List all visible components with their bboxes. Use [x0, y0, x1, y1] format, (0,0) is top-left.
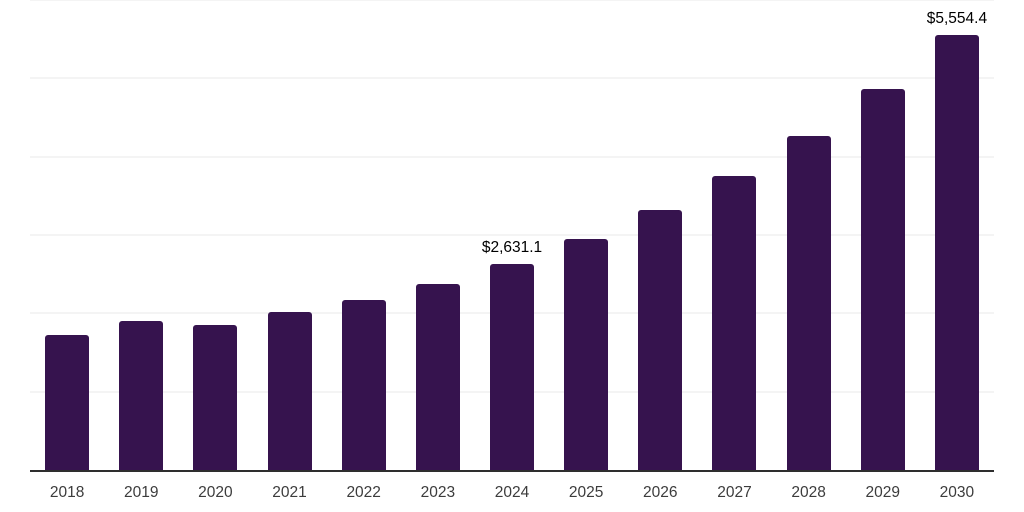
bar-2022 — [341, 300, 386, 470]
x-tick-label-2020: 2020 — [198, 484, 233, 501]
gridline — [30, 0, 994, 1]
bar-value-label-2030: $5,554.4 — [926, 9, 988, 27]
gridline — [30, 155, 994, 158]
gridline — [30, 234, 994, 236]
bar-value-label-2024: $2,631.1 — [481, 238, 543, 256]
x-tick-label-2028: 2028 — [791, 484, 826, 501]
x-tick-label-2025: 2025 — [568, 484, 604, 501]
gridline — [30, 77, 994, 80]
x-tick-label-2023: 2023 — [420, 484, 456, 501]
bar-2023 — [415, 283, 460, 470]
bar-2026 — [638, 209, 683, 470]
x-tick-label-2019: 2019 — [123, 484, 159, 501]
plot-area: $2,631.1 $5,554.4 — [30, 0, 994, 470]
bar-2029 — [860, 89, 905, 470]
x-tick-label-2021: 2021 — [272, 484, 307, 501]
bar-2028 — [786, 135, 831, 470]
x-axis-line — [30, 470, 994, 472]
x-tick-label-2026: 2026 — [643, 484, 678, 501]
bar-2025 — [564, 238, 609, 470]
x-tick-label-2030: 2030 — [939, 484, 975, 501]
x-tick-label-2018: 2018 — [49, 484, 85, 501]
bar-2021 — [267, 311, 312, 470]
x-tick-label-2024: 2024 — [494, 484, 530, 501]
bar-2030 — [934, 34, 979, 470]
x-tick-label-2029: 2029 — [865, 484, 900, 501]
bar-2024 — [490, 263, 534, 470]
bar-2027 — [712, 176, 757, 470]
bar-2020 — [193, 325, 238, 470]
x-tick-label-2027: 2027 — [717, 484, 752, 501]
bar-2019 — [119, 320, 164, 470]
bar-2018 — [45, 335, 90, 470]
x-tick-label-2022: 2022 — [346, 484, 381, 501]
